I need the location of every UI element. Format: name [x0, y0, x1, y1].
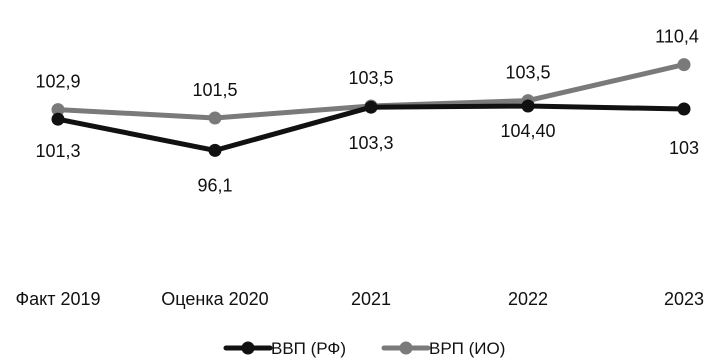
x-tick-label: 2023: [664, 289, 704, 309]
data-point-s0-3: [521, 99, 535, 113]
data-point-s0-1: [208, 143, 222, 157]
data-label-s1-2: 103,5: [348, 68, 393, 88]
series-layer: [51, 58, 691, 157]
data-label-layer: 101,3 96,1 103,3 104,40 103 102,9 101,5 103,5 10…: [35, 27, 699, 196]
legend-label-0: ВВП (РФ): [271, 339, 346, 358]
data-point-s1-1: [208, 111, 222, 125]
x-tick-label: Факт 2019: [15, 289, 100, 309]
data-label-s0-2: 103,3: [348, 133, 393, 153]
data-label-s1-1: 101,5: [192, 80, 237, 100]
data-label-s1-0: 102,9: [35, 72, 80, 92]
legend-marker-0: [241, 341, 255, 355]
data-label-s0-3: 104,40: [500, 121, 555, 141]
data-label-s1-4: 110,4: [655, 27, 699, 47]
data-point-s0-4: [677, 102, 691, 116]
x-tick-label: Оценка 2020: [161, 289, 268, 309]
x-tick-label: 2022: [508, 289, 548, 309]
data-point-s0-2: [364, 100, 378, 114]
x-tick-label: 2021: [351, 289, 391, 309]
legend-item-0: ВВП (РФ): [223, 339, 346, 358]
data-label-s0-1: 96,1: [197, 175, 232, 195]
data-label-s0-0: 101,3: [35, 141, 80, 161]
data-label-s1-3: 103,5: [505, 63, 550, 83]
legend-marker-1: [399, 341, 413, 355]
data-point-s1-0: [51, 103, 65, 117]
x-axis-ticks: Факт 2019 Оценка 2020 2021 2022 2023: [15, 289, 704, 309]
data-label-s0-4: 103: [669, 138, 699, 158]
legend: ВВП (РФ) ВРП (ИО): [223, 339, 505, 358]
data-point-s0-0: [51, 112, 65, 126]
legend-item-1: ВРП (ИО): [381, 339, 505, 358]
data-point-s1-4: [677, 58, 691, 72]
legend-label-1: ВРП (ИО): [429, 339, 505, 358]
